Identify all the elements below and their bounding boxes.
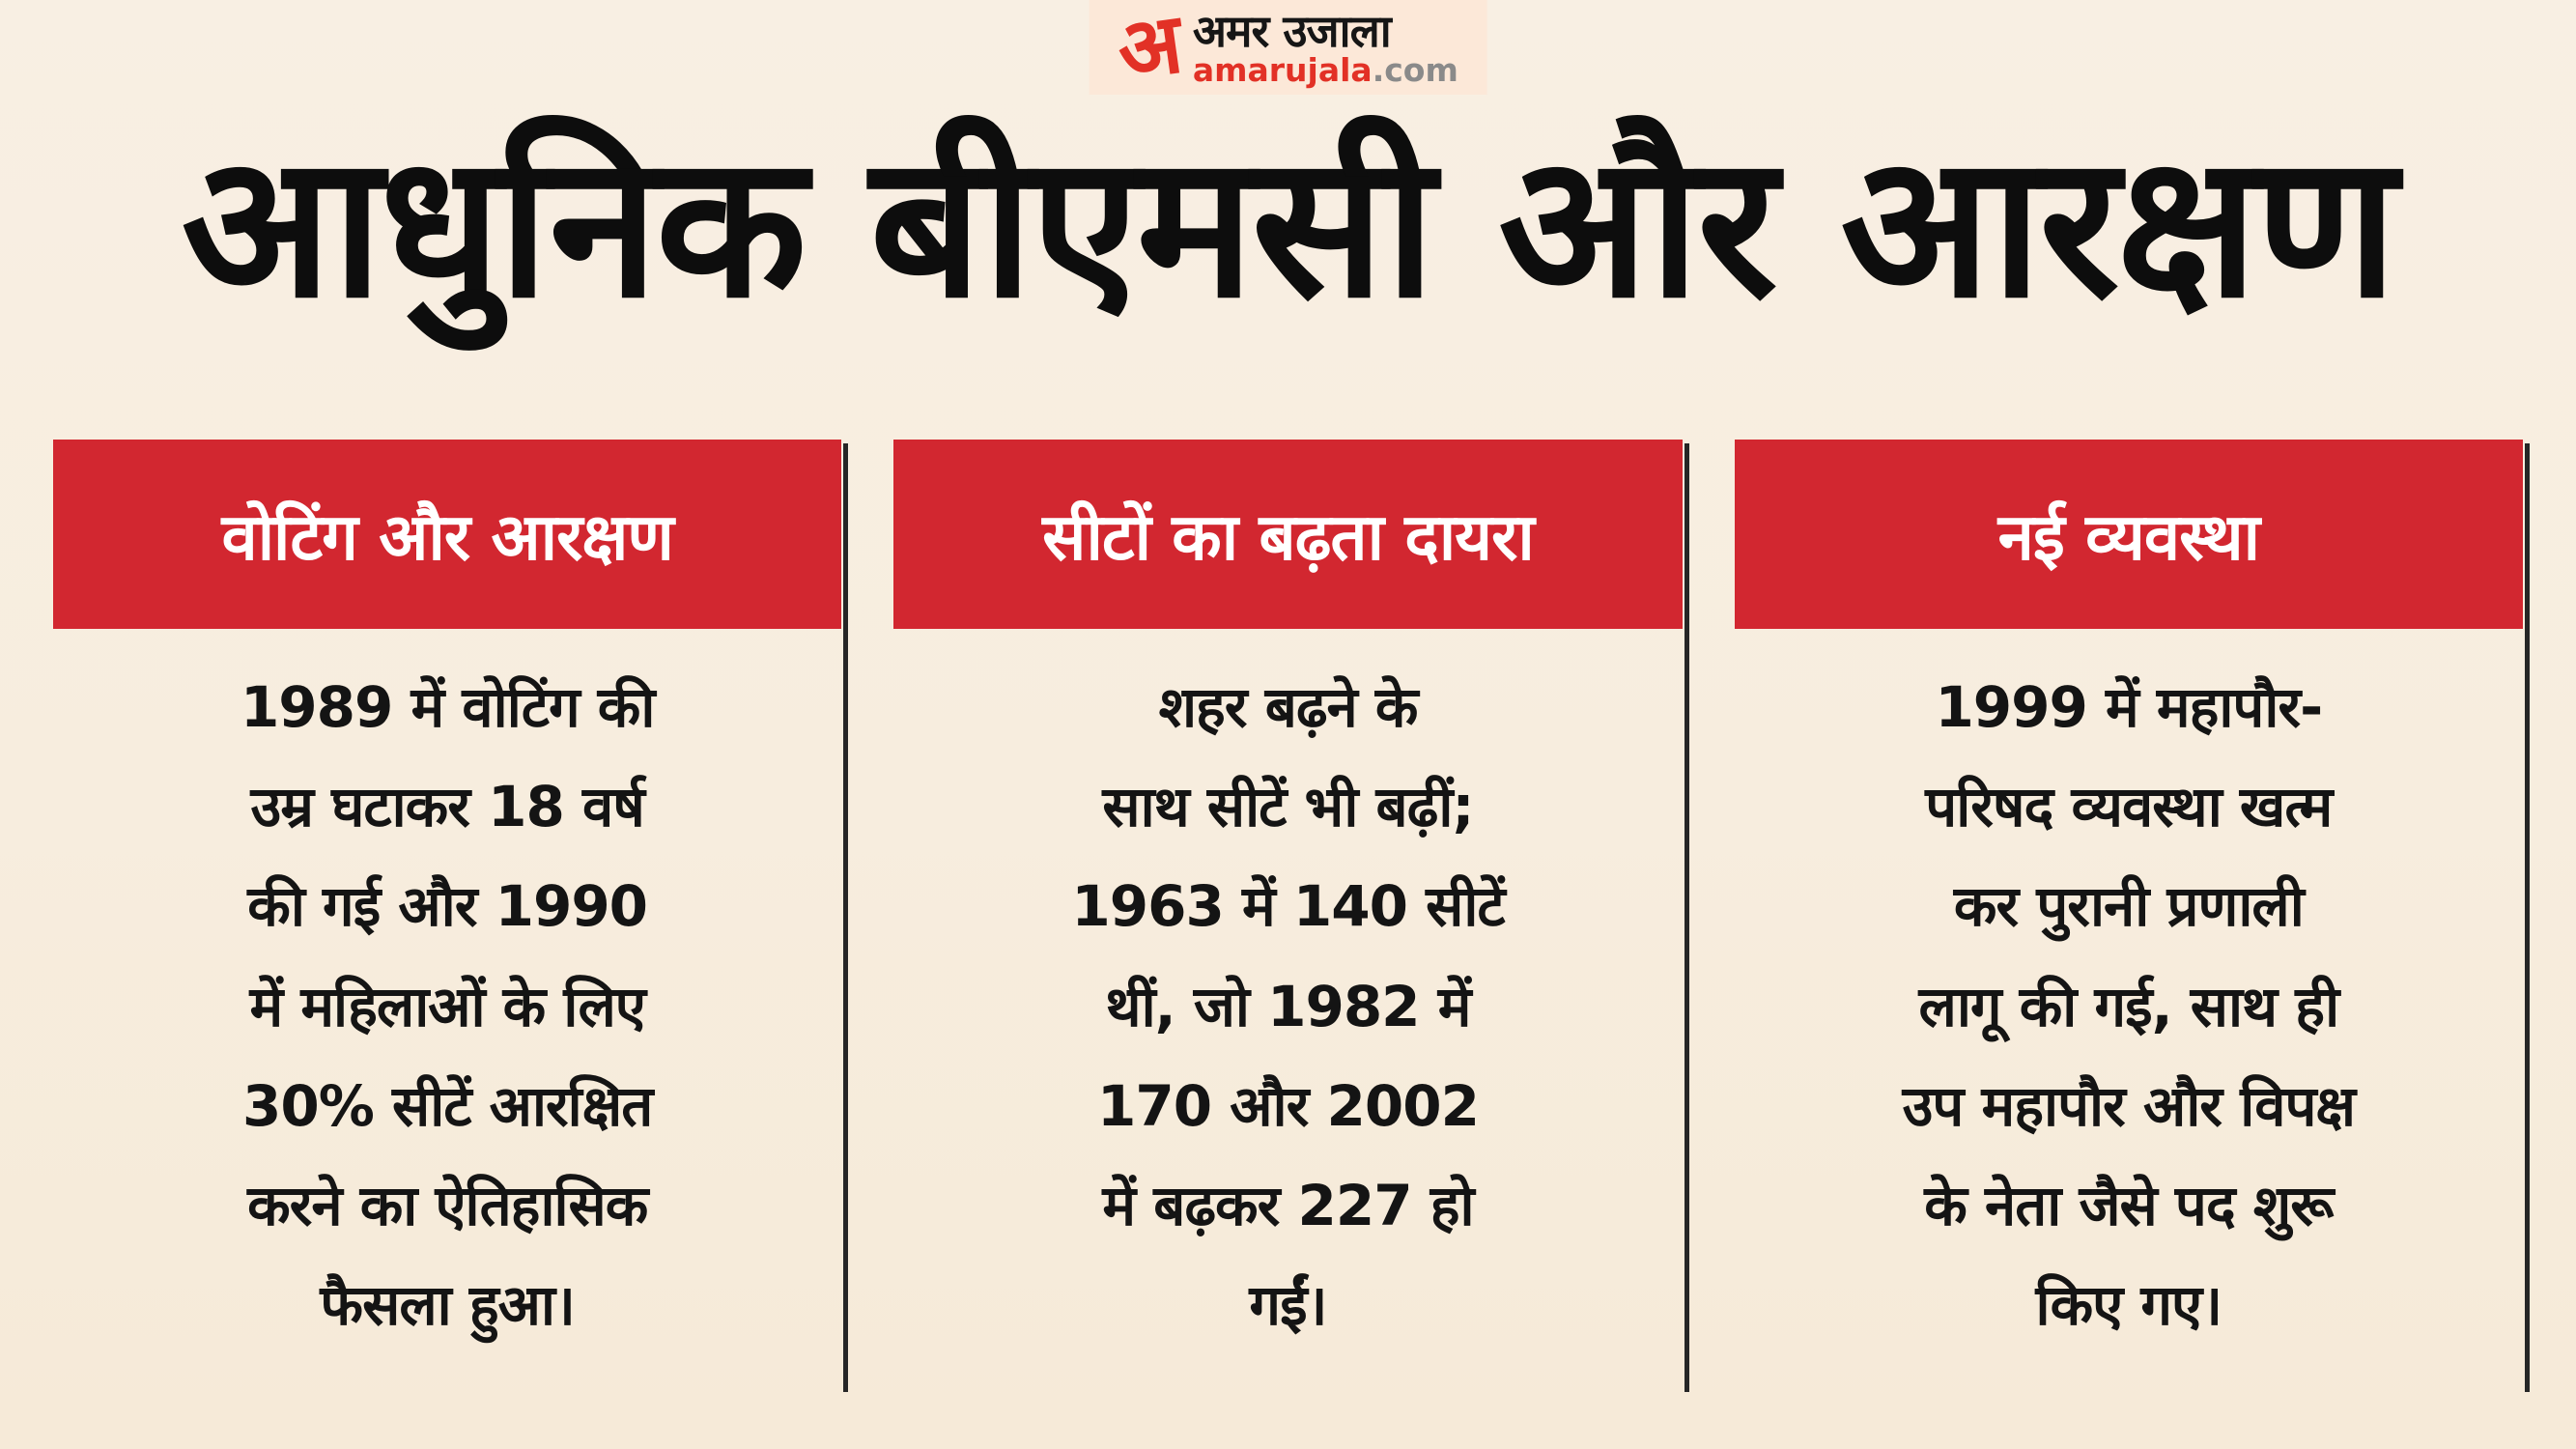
column-header: वोटिंग और आरक्षण: [53, 440, 842, 629]
logo-domain-tld: .com: [1372, 50, 1458, 89]
column-divider-line: [2524, 443, 2530, 1392]
amar-ujala-logo: अ अमर उजाला amarujala.com: [1089, 0, 1487, 100]
column-new-system: नई व्यवस्था 1999 में महापौर- परिषद व्यवस…: [1734, 440, 2530, 1392]
column-body-text: 1989 में वोटिंग की उम्र घटाकर 18 वर्ष की…: [240, 674, 655, 1339]
logo-name-hindi: अमर उजाला: [1192, 4, 1392, 57]
info-columns: वोटिंग और आरक्षण 1989 में वोटिंग की उम्र…: [53, 440, 2530, 1392]
column-voting-and-reservation: वोटिंग और आरक्षण 1989 में वोटिंग की उम्र…: [53, 440, 849, 1392]
column-divider-line: [1684, 443, 1689, 1392]
logo-domain-name: amarujala: [1192, 50, 1373, 89]
amar-ujala-monogram-icon: अ: [1111, 0, 1188, 100]
column-header: नई व्यवस्था: [1734, 440, 2523, 629]
column-body-text: 1999 में महापौर- परिषद व्यवस्था खत्म कर …: [1902, 674, 2356, 1339]
logo-domain: amarujala.com: [1192, 50, 1458, 89]
page-title: आधुनिक बीएमसी और आरक्षण: [181, 113, 2397, 342]
column-divider-line: [843, 443, 849, 1392]
column-header: सीटों का बढ़ता दायरा: [893, 440, 1683, 629]
column-growing-seats: सीटों का बढ़ता दायरा शहर बढ़ने के साथ सी…: [893, 440, 1689, 1392]
column-body-text: शहर बढ़ने के साथ सीटें भी बढ़ीं; 1963 मे…: [1071, 674, 1505, 1339]
logo-text-block: अमर उजाला amarujala.com: [1192, 4, 1458, 89]
